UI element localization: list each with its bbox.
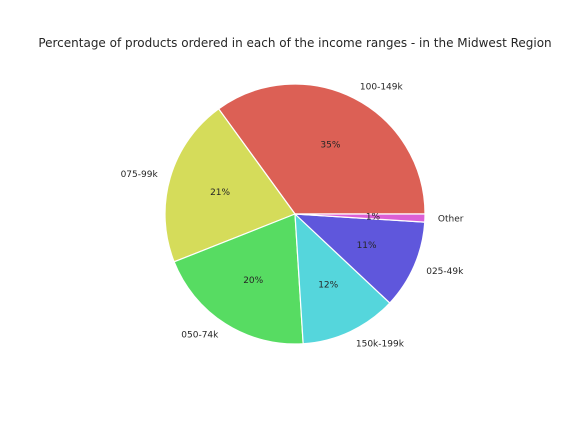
slice-label: 025-49k bbox=[426, 267, 464, 277]
slice-label: 050-74k bbox=[181, 331, 219, 341]
slice-label: 100-149k bbox=[360, 83, 404, 93]
pie-slice-025-49k bbox=[294, 213, 426, 304]
pie-labels: 100-149k 35% 075-99k 21% 050-74k 20% 150k-199k… bbox=[121, 83, 465, 350]
pie-slice-150k-199k bbox=[294, 213, 391, 345]
pie-slice-100-149k bbox=[217, 83, 426, 215]
slice-percent-label: 21% bbox=[210, 188, 230, 198]
slice-percent-label: 11% bbox=[357, 241, 377, 251]
slice-label: Other bbox=[438, 214, 464, 224]
pie-slice-075-99k bbox=[164, 108, 296, 263]
slice-percent-label: 1% bbox=[366, 212, 381, 222]
slice-label: 075-99k bbox=[121, 170, 159, 180]
chart-title: Percentage of products ordered in each o… bbox=[38, 36, 551, 50]
pie-slices bbox=[164, 83, 426, 345]
slice-label: 150k-199k bbox=[356, 339, 405, 349]
pie-slice-050-74k bbox=[173, 213, 304, 345]
slice-percent-label: 20% bbox=[243, 276, 263, 286]
pie-slice-other bbox=[294, 213, 426, 223]
slice-percent-label: 12% bbox=[318, 281, 338, 291]
slice-percent-label: 35% bbox=[320, 141, 340, 151]
